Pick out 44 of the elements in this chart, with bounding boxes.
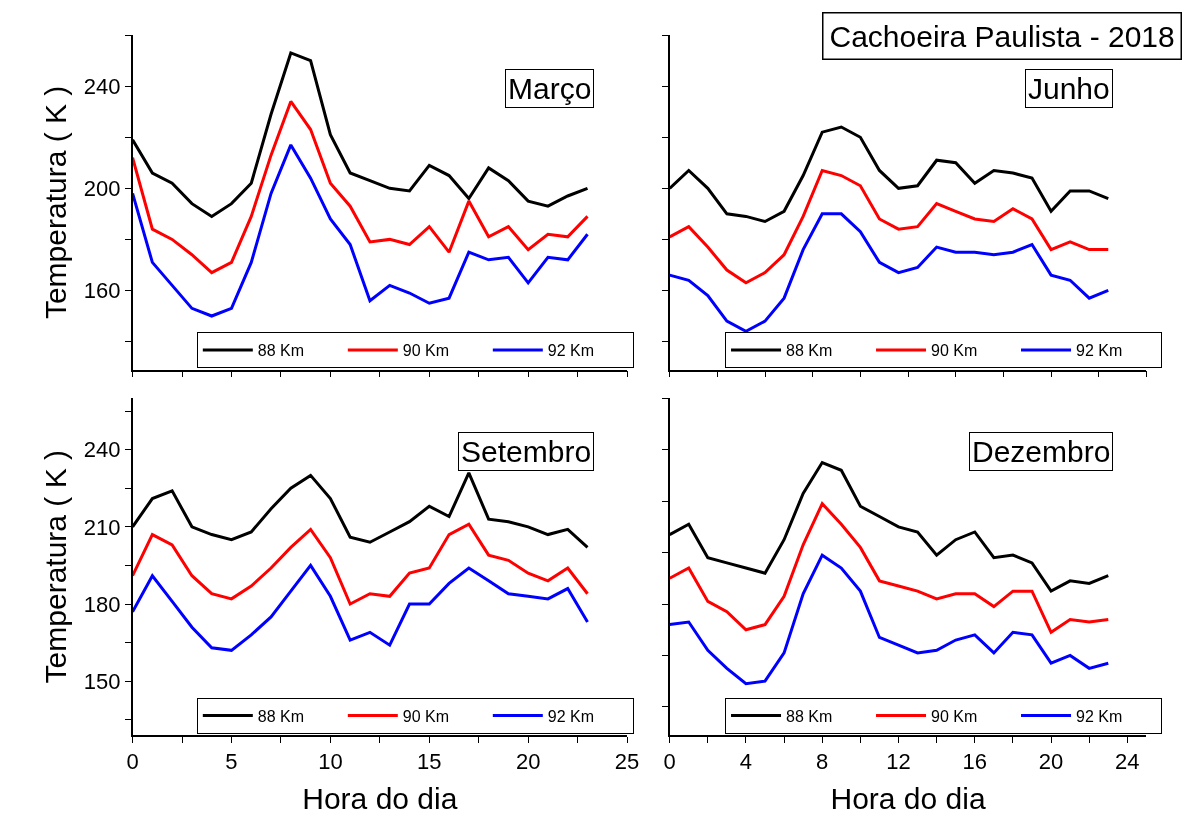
x-tick-label: 20 <box>1038 749 1064 775</box>
y-tick-label: 240 <box>83 73 121 99</box>
x-tick-label: 12 <box>886 749 911 775</box>
x-tick-label: 8 <box>816 749 829 775</box>
x-tick-label: 0 <box>663 749 676 775</box>
y-tick-label: 160 <box>83 278 121 304</box>
legend-label: 92 Km <box>547 707 595 725</box>
legend-label: 92 Km <box>547 342 595 360</box>
x-tick-label: 10 <box>318 749 343 775</box>
x-tick-label: 20 <box>515 749 541 775</box>
x-tick-label: 15 <box>417 749 442 775</box>
y-axis-title: Temperatura ( K ) <box>39 450 73 684</box>
legend-label: 88 Km <box>786 707 833 725</box>
y-tick-label: 240 <box>83 437 121 463</box>
x-tick-label: 5 <box>225 749 238 775</box>
annotation: Cachoeira Paulista - 2018 <box>829 19 1175 53</box>
x-tick-label: 4 <box>739 749 753 775</box>
legend-label: 90 Km <box>402 342 450 360</box>
legend-label: 88 Km <box>786 342 833 360</box>
x-tick-label: 24 <box>1115 749 1140 775</box>
line-series <box>132 563 590 652</box>
y-tick-label: 150 <box>83 668 121 694</box>
legend-label: 88 Km <box>257 342 305 360</box>
y-tick-label: 200 <box>83 176 121 202</box>
line-series <box>132 522 590 606</box>
legend-label: 88 Km <box>257 707 305 725</box>
y-tick-label: 210 <box>83 514 121 540</box>
legend-label: 92 Km <box>1076 342 1123 360</box>
text: Setembro <box>461 435 592 468</box>
text: Março <box>508 72 592 105</box>
line-series <box>132 143 590 318</box>
x-tick-label: 25 <box>614 749 640 775</box>
legend-label: 90 Km <box>931 342 978 360</box>
x-axis-title: Hora do dia <box>830 782 986 816</box>
text: Dezembro <box>972 435 1111 468</box>
legend-label: 90 Km <box>402 707 450 725</box>
x-axis-title: Hora do dia <box>302 782 458 816</box>
legend-label: 90 Km <box>931 707 978 725</box>
y-axis-title: Temperatura ( K ) <box>39 85 73 320</box>
x-tick-label: 0 <box>126 749 139 775</box>
text: Junho <box>1028 72 1110 105</box>
legend-label: 92 Km <box>1076 707 1123 725</box>
x-tick-label: 16 <box>962 749 988 775</box>
y-tick-label: 180 <box>83 591 121 617</box>
